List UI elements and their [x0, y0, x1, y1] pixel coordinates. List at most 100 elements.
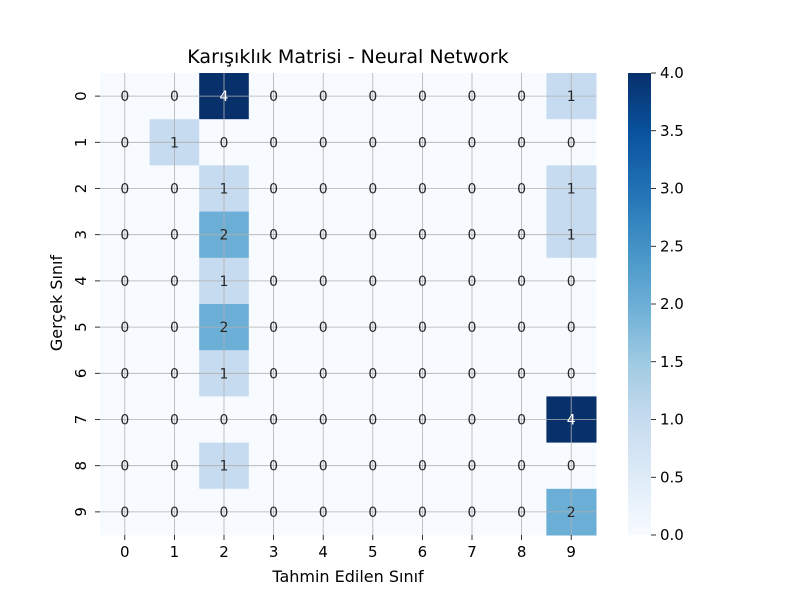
y-tick-label: 9	[72, 507, 90, 517]
cell-annotation: 2	[220, 320, 229, 336]
y-axis-label: Gerçek Sınıf	[47, 254, 66, 351]
x-tick-label: 6	[418, 543, 428, 561]
cell-annotation: 0	[319, 274, 328, 290]
cell-annotation: 0	[319, 505, 328, 521]
cell-annotation: 0	[269, 505, 278, 521]
cell-annotation: 0	[468, 89, 477, 105]
cell-annotation: 0	[269, 274, 278, 290]
cell-annotation: 0	[368, 135, 377, 151]
cell-annotation: 0	[170, 228, 179, 244]
colorbar-tick-label: 4.0	[660, 64, 684, 82]
cell-annotation: 2	[220, 228, 229, 244]
chart-title: Karışıklık Matrisi - Neural Network	[187, 46, 508, 68]
cell-annotation: 0	[220, 413, 229, 429]
cell-annotation: 0	[468, 459, 477, 475]
cell-annotation: 0	[319, 135, 328, 151]
x-axis-label: Tahmin Edilen Sınıf	[271, 567, 424, 586]
x-tick-label: 5	[368, 543, 378, 561]
cell-annotation: 0	[517, 89, 526, 105]
y-tick-label: 6	[72, 369, 90, 379]
cell-annotation: 0	[468, 274, 477, 290]
cell-annotation: 0	[368, 366, 377, 382]
cell-annotation: 4	[567, 413, 576, 429]
cell-annotation: 1	[220, 366, 229, 382]
cell-annotation: 0	[517, 182, 526, 198]
colorbar-tick-label: 2.0	[660, 295, 684, 313]
cell-annotation: 0	[120, 459, 129, 475]
cell-annotation: 0	[269, 89, 278, 105]
x-tick-label: 9	[566, 543, 576, 561]
cell-annotation: 0	[120, 320, 129, 336]
y-tick-label: 1	[72, 138, 90, 148]
cell-annotation: 0	[418, 505, 427, 521]
colorbar-tick-label: 0.0	[660, 526, 684, 544]
cell-annotation: 0	[120, 182, 129, 198]
cell-annotation: 0	[567, 135, 576, 151]
cell-annotation: 0	[170, 274, 179, 290]
cell-annotation: 1	[220, 274, 229, 290]
x-tick-label: 8	[517, 543, 527, 561]
cell-annotation: 0	[368, 182, 377, 198]
colorbar-ticks: 0.0 0.5 1.0 1.5 2.0 2.5 3.0 3.5 4.0	[651, 64, 684, 544]
colorbar-tick-label: 1.5	[660, 353, 684, 371]
cell-annotation: 0	[468, 320, 477, 336]
colorbar-tick-label: 3.0	[660, 180, 684, 198]
cell-annotation: 2	[567, 505, 576, 521]
cell-annotation: 0	[170, 320, 179, 336]
colorbar-tick-label: 1.0	[660, 411, 684, 429]
cell-annotation: 0	[269, 320, 278, 336]
cell-annotation: 0	[368, 320, 377, 336]
cell-annotation: 0	[517, 274, 526, 290]
cell-annotation: 0	[517, 413, 526, 429]
cell-annotation: 0	[418, 366, 427, 382]
y-tick-label: 2	[72, 184, 90, 194]
cell-annotation: 0	[269, 459, 278, 475]
cell-annotation: 1	[220, 182, 229, 198]
x-tick-label: 3	[269, 543, 279, 561]
cell-annotation: 0	[170, 366, 179, 382]
cell-annotation: 0	[220, 505, 229, 521]
cell-annotation: 0	[319, 228, 328, 244]
cell-annotation: 1	[567, 89, 576, 105]
cell-annotation: 0	[567, 459, 576, 475]
cell-annotation: 0	[567, 366, 576, 382]
cell-annotation: 0	[319, 366, 328, 382]
cell-annotation: 1	[567, 228, 576, 244]
cell-annotation: 4	[220, 89, 229, 105]
y-tick-label: 3	[72, 230, 90, 240]
heatmap-gridlines	[100, 73, 596, 535]
cell-annotation: 0	[368, 413, 377, 429]
cell-annotation: 0	[120, 366, 129, 382]
cell-annotation: 1	[567, 182, 576, 198]
cell-annotation: 0	[120, 274, 129, 290]
cell-annotation: 0	[517, 366, 526, 382]
cell-annotation: 0	[319, 182, 328, 198]
cell-annotation: 0	[517, 459, 526, 475]
cell-annotations: 0 0 4 0 0 0 0 0 0 1 0 1 0 0 0 0 0 0 0 0 0 0 1 0 0 0 0 0 0 1 0 0 2 0 0 0 0 0 0 1…	[120, 89, 575, 521]
x-axis-ticks: 0 1 2 3 4 5 6 7 8 9	[120, 535, 576, 561]
cell-annotation: 0	[418, 320, 427, 336]
cell-annotation: 1	[220, 459, 229, 475]
cell-annotation: 0	[418, 228, 427, 244]
cell-annotation: 0	[269, 135, 278, 151]
cell-annotation: 0	[120, 135, 129, 151]
cell-annotation: 0	[368, 228, 377, 244]
y-tick-label: 8	[72, 461, 90, 471]
cell-annotation: 0	[418, 182, 427, 198]
cell-annotation: 0	[468, 135, 477, 151]
cell-annotation: 0	[368, 505, 377, 521]
cell-annotation: 0	[368, 459, 377, 475]
cell-annotation: 0	[468, 228, 477, 244]
cell-annotation: 0	[517, 505, 526, 521]
cell-annotation: 0	[418, 459, 427, 475]
cell-annotation: 0	[319, 89, 328, 105]
cell-annotation: 0	[319, 320, 328, 336]
y-axis-ticks: 0 1 2 3 4 5 6 7 8 9	[72, 91, 100, 517]
x-tick-label: 0	[120, 543, 130, 561]
cell-annotation: 0	[269, 182, 278, 198]
cell-annotation: 0	[468, 366, 477, 382]
cell-annotation: 0	[170, 182, 179, 198]
cell-annotation: 0	[418, 274, 427, 290]
colorbar	[628, 73, 651, 535]
